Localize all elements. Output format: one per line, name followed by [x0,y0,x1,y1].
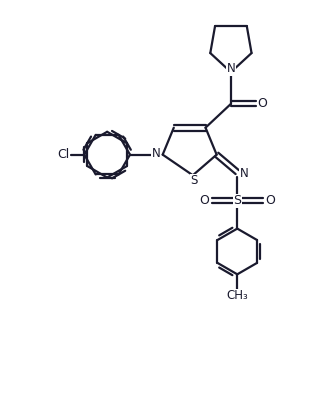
Text: S: S [233,194,241,207]
Text: N: N [226,62,235,75]
Text: N: N [152,147,161,160]
Text: O: O [199,194,209,207]
Text: S: S [191,174,198,187]
Text: O: O [258,97,268,110]
Text: N: N [240,167,249,180]
Text: CH₃: CH₃ [226,290,248,303]
Text: O: O [266,194,276,207]
Text: Cl: Cl [57,148,70,161]
